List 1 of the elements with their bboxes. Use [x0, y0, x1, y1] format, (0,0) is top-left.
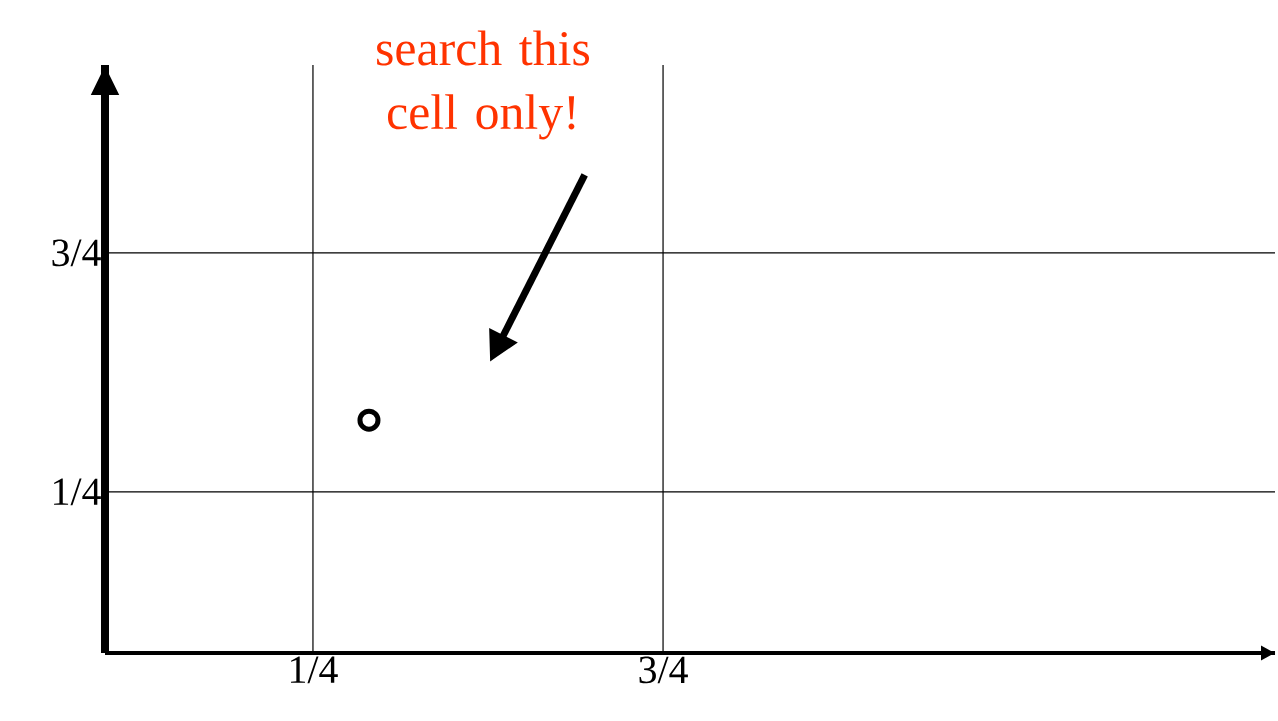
annotation: search this cell only! [377, 30, 590, 140]
